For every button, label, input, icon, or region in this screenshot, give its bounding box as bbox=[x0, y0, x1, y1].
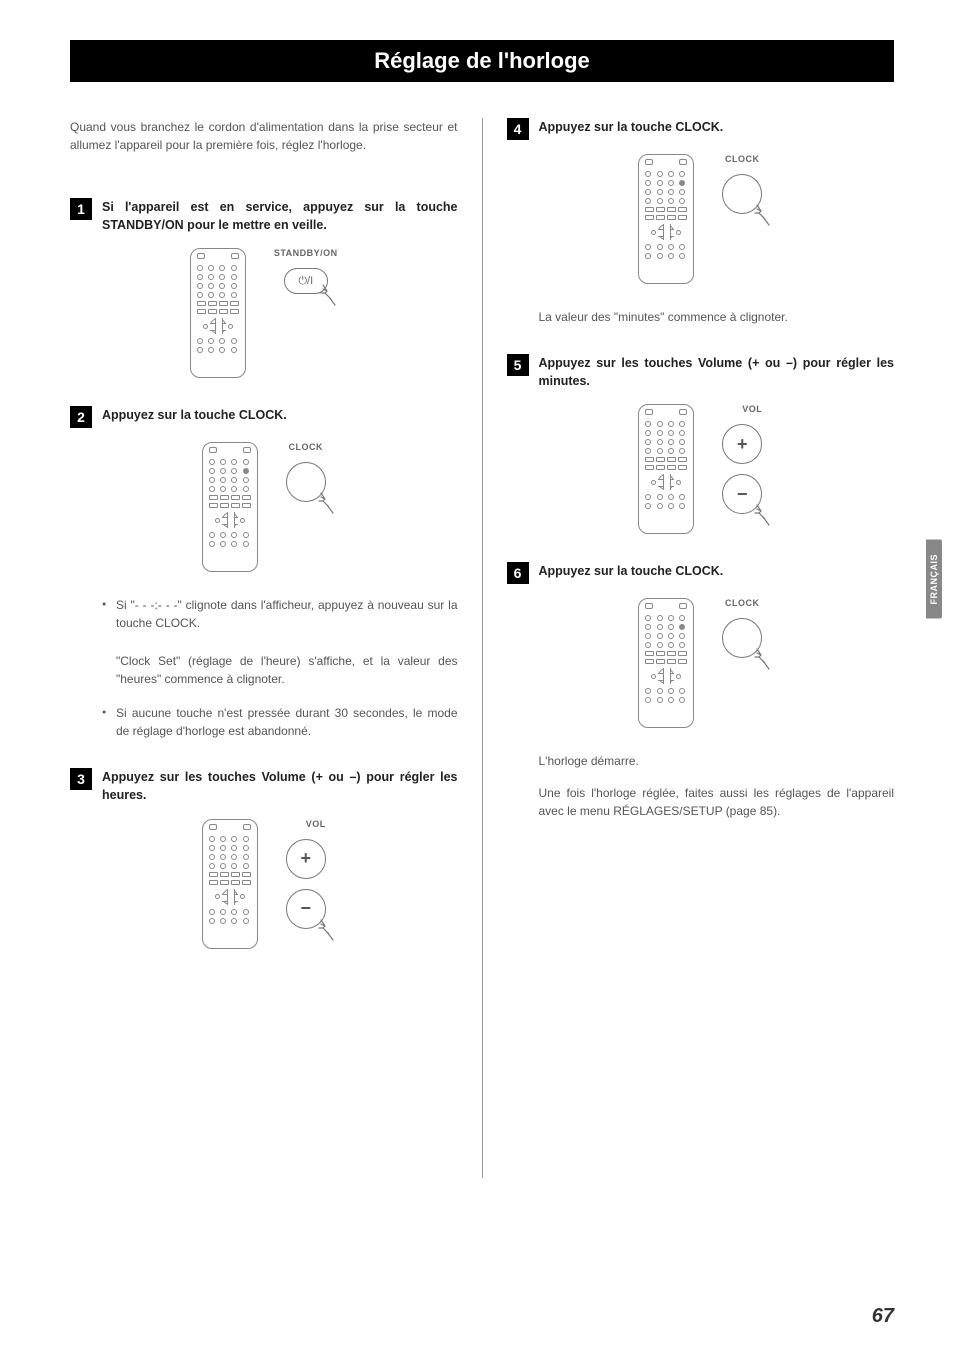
remote-icon bbox=[202, 819, 258, 949]
figure-clock: CLOCK bbox=[507, 598, 895, 728]
callout-volume: VOL + − bbox=[286, 819, 326, 929]
step-number: 2 bbox=[70, 406, 92, 428]
callout-standby: STANDBY/ON ⏻/I bbox=[274, 248, 338, 294]
step-2-sub: "Clock Set" (réglage de l'heure) s'affic… bbox=[116, 652, 458, 688]
step-title: Appuyez sur la touche CLOCK. bbox=[102, 406, 287, 424]
figure-clock: CLOCK bbox=[507, 154, 895, 284]
step-2-bullets: Si "- - -:- - -" clignote dans l'affiche… bbox=[102, 596, 458, 632]
callout-clock: CLOCK bbox=[722, 598, 762, 658]
step-number: 1 bbox=[70, 198, 92, 220]
step-6: 6 Appuyez sur la touche CLOCK. bbox=[507, 562, 895, 820]
step-header: 3 Appuyez sur les touches Volume (+ ou –… bbox=[70, 768, 458, 804]
remote-icon bbox=[638, 404, 694, 534]
step-6-note1: L'horloge démarre. bbox=[539, 752, 895, 770]
left-column: Quand vous branchez le cordon d'alimenta… bbox=[70, 118, 458, 1178]
page-title: Réglage de l'horloge bbox=[374, 48, 590, 73]
remote-icon bbox=[202, 442, 258, 572]
step-title: Appuyez sur la touche CLOCK. bbox=[539, 118, 724, 136]
list-item: Si aucune touche n'est pressée durant 30… bbox=[102, 704, 458, 740]
step-4: 4 Appuyez sur la touche CLOCK. bbox=[507, 118, 895, 326]
language-tab: FRANÇAIS bbox=[926, 540, 942, 619]
content-columns: Quand vous branchez le cordon d'alimenta… bbox=[70, 118, 894, 1178]
clock-button-icon bbox=[722, 174, 762, 214]
right-column: 4 Appuyez sur la touche CLOCK. bbox=[507, 118, 895, 1178]
remote-icon bbox=[190, 248, 246, 378]
step-2: 2 Appuyez sur la touche CLOCK. bbox=[70, 406, 458, 740]
figure-volume: VOL + − bbox=[70, 819, 458, 949]
figure-volume: VOL + − bbox=[507, 404, 895, 534]
page-title-bar: Réglage de l'horloge bbox=[70, 40, 894, 82]
figure-clock: CLOCK bbox=[70, 442, 458, 572]
step-2-bullets-2: Si aucune touche n'est pressée durant 30… bbox=[102, 704, 458, 740]
figure-standby: STANDBY/ON ⏻/I bbox=[70, 248, 458, 378]
step-header: 6 Appuyez sur la touche CLOCK. bbox=[507, 562, 895, 584]
step-header: 5 Appuyez sur les touches Volume (+ ou –… bbox=[507, 354, 895, 390]
step-header: 1 Si l'appareil est en service, appuyez … bbox=[70, 198, 458, 234]
remote-icon bbox=[638, 154, 694, 284]
remote-icon bbox=[638, 598, 694, 728]
step-number: 4 bbox=[507, 118, 529, 140]
list-item: Si "- - -:- - -" clignote dans l'affiche… bbox=[102, 596, 458, 632]
step-number: 5 bbox=[507, 354, 529, 376]
hand-icon bbox=[751, 647, 775, 671]
page-number: 67 bbox=[872, 1305, 894, 1328]
vol-minus-icon: − bbox=[722, 474, 762, 514]
hand-icon bbox=[315, 918, 339, 942]
step-5: 5 Appuyez sur les touches Volume (+ ou –… bbox=[507, 354, 895, 534]
callout-label: VOL bbox=[742, 404, 762, 414]
vol-minus-icon: − bbox=[286, 889, 326, 929]
hand-icon bbox=[315, 491, 339, 515]
callout-label: STANDBY/ON bbox=[274, 248, 338, 258]
callout-clock: CLOCK bbox=[286, 442, 326, 502]
step-number: 6 bbox=[507, 562, 529, 584]
step-header: 2 Appuyez sur la touche CLOCK. bbox=[70, 406, 458, 428]
hand-icon bbox=[751, 503, 775, 527]
step-3: 3 Appuyez sur les touches Volume (+ ou –… bbox=[70, 768, 458, 948]
callout-volume: VOL + − bbox=[722, 404, 762, 514]
callout-label: CLOCK bbox=[725, 154, 760, 164]
step-number: 3 bbox=[70, 768, 92, 790]
vol-plus-icon: + bbox=[286, 839, 326, 879]
column-divider bbox=[482, 118, 483, 1178]
callout-label: CLOCK bbox=[289, 442, 324, 452]
intro-text: Quand vous branchez le cordon d'alimenta… bbox=[70, 118, 458, 154]
hand-icon bbox=[751, 203, 775, 227]
callout-clock: CLOCK bbox=[722, 154, 762, 214]
hand-icon bbox=[317, 283, 341, 307]
clock-button-icon bbox=[722, 618, 762, 658]
step-6-note2: Une fois l'horloge réglée, faites aussi … bbox=[539, 784, 895, 820]
step-4-note: La valeur des "minutes" commence à clign… bbox=[539, 308, 895, 326]
step-title: Appuyez sur les touches Volume (+ ou –) … bbox=[102, 768, 458, 804]
callout-label: CLOCK bbox=[725, 598, 760, 608]
step-title: Si l'appareil est en service, appuyez su… bbox=[102, 198, 458, 234]
step-title: Appuyez sur les touches Volume (+ ou –) … bbox=[539, 354, 895, 390]
callout-label: VOL bbox=[306, 819, 326, 829]
step-header: 4 Appuyez sur la touche CLOCK. bbox=[507, 118, 895, 140]
standby-button-icon: ⏻/I bbox=[284, 268, 328, 294]
step-title: Appuyez sur la touche CLOCK. bbox=[539, 562, 724, 580]
step-1: 1 Si l'appareil est en service, appuyez … bbox=[70, 198, 458, 378]
vol-plus-icon: + bbox=[722, 424, 762, 464]
clock-button-icon bbox=[286, 462, 326, 502]
